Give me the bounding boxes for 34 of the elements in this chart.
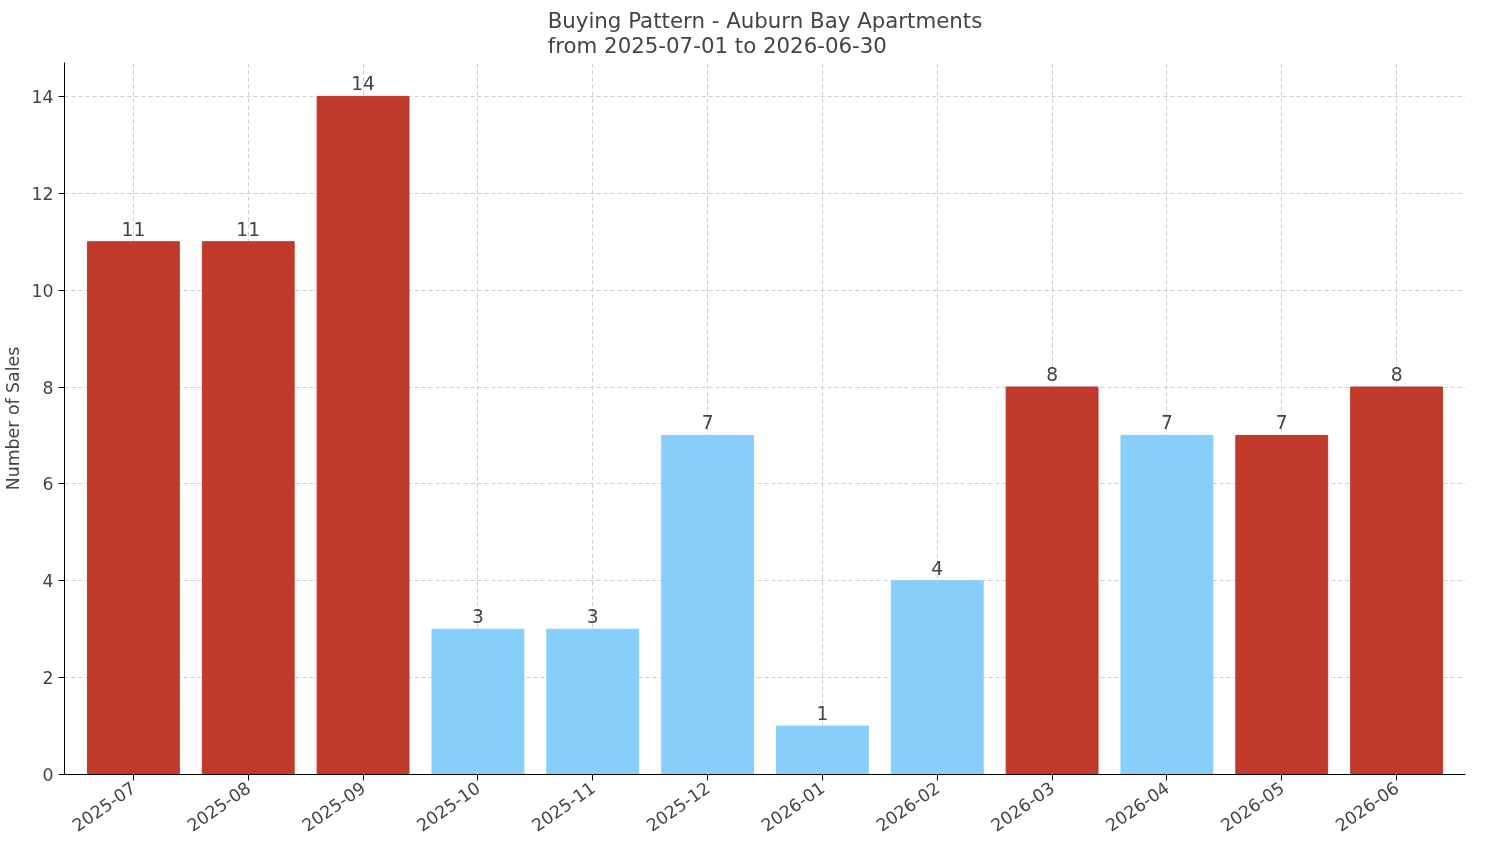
data-label: 14 xyxy=(351,73,375,95)
bar xyxy=(201,241,295,775)
bar xyxy=(1350,386,1444,775)
bar xyxy=(1005,386,1099,775)
bar xyxy=(890,580,984,775)
data-label: 11 xyxy=(121,218,146,240)
y-tick-label: 4 xyxy=(42,571,54,592)
y-axis-title: Number of Sales xyxy=(3,346,24,491)
data-label: 3 xyxy=(586,606,599,628)
bar xyxy=(316,95,410,775)
y-tick-label: 2 xyxy=(42,668,54,689)
data-label: 7 xyxy=(1275,412,1288,434)
y-tick-label: 6 xyxy=(42,474,54,495)
bar xyxy=(546,628,640,775)
data-label: 8 xyxy=(1046,364,1059,386)
bar xyxy=(661,434,755,775)
data-label: 3 xyxy=(471,606,484,628)
data-label: 4 xyxy=(931,557,944,579)
y-tick-label: 10 xyxy=(31,280,54,301)
bar xyxy=(1235,434,1329,775)
data-label: 7 xyxy=(701,412,714,434)
data-label: 1 xyxy=(816,703,829,725)
bar xyxy=(775,725,869,775)
chart-title: Buying Pattern - Auburn Bay Apartments from 2025-07-01 to 2026-06-30 xyxy=(547,7,983,58)
bar xyxy=(1120,434,1214,775)
y-tick-label: 0 xyxy=(42,765,54,785)
y-tick-label: 8 xyxy=(42,377,54,398)
bar xyxy=(86,241,180,775)
data-label: 7 xyxy=(1160,412,1173,434)
data-label: 11 xyxy=(236,218,261,240)
data-label: 8 xyxy=(1390,364,1403,386)
y-tick-label: 12 xyxy=(31,183,54,204)
bar xyxy=(431,628,525,775)
y-tick-label: 14 xyxy=(31,86,54,107)
